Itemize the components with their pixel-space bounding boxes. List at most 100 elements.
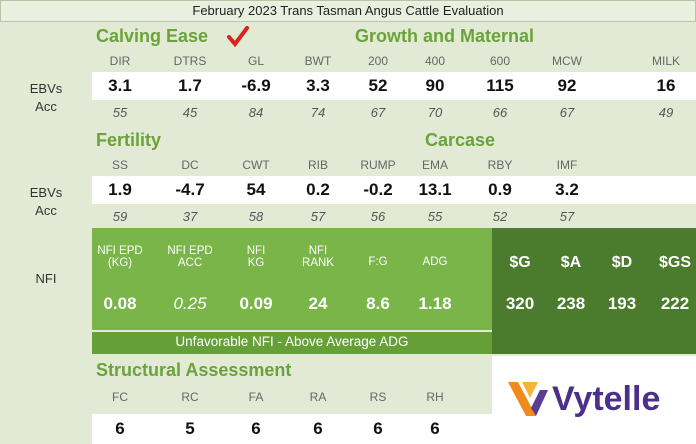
ebv-value: 0.2	[306, 180, 330, 199]
row-label: Acc	[35, 203, 57, 218]
row-label: NFI	[35, 271, 57, 286]
index-value: 193	[607, 294, 637, 313]
accuracy-value: 66	[492, 105, 508, 120]
structural-value: 6	[313, 419, 323, 438]
accuracy-value: 84	[248, 105, 264, 120]
nfi-value: 0.08	[103, 294, 137, 313]
nfi-value: 0.09	[239, 294, 273, 313]
logo-icon	[508, 382, 548, 416]
ebv-value: 3.3	[306, 76, 330, 95]
ebv-value: 3.2	[555, 180, 579, 199]
column-label: RA	[309, 390, 327, 404]
nfi-column-label: NFI RANK	[302, 245, 334, 270]
nfi-value: 24	[308, 294, 328, 313]
column-label: 200	[367, 54, 389, 68]
index-label: $A	[560, 254, 582, 271]
accuracy-value: 57	[310, 209, 326, 224]
value-row	[92, 72, 696, 100]
ebv-value: 54	[246, 180, 266, 199]
column-label: DTRS	[173, 54, 207, 68]
column-label: RH	[426, 390, 444, 404]
ebv-value: -0.2	[363, 180, 393, 199]
ebv-value: 1.9	[108, 180, 132, 199]
column-label: FA	[248, 390, 264, 404]
ebv-value: -6.9	[241, 76, 271, 95]
column-label: FC	[112, 390, 128, 404]
column-label: DC	[181, 158, 199, 172]
check-icon	[227, 26, 249, 48]
ebv-value: 16	[656, 76, 676, 95]
logo-text: Vytelle	[552, 380, 661, 418]
column-label: 400	[424, 54, 446, 68]
column-label: SS	[111, 158, 129, 172]
accuracy-value: 45	[182, 105, 198, 120]
structural-value: 6	[373, 419, 383, 438]
structural-value: 6	[251, 419, 261, 438]
ebv-value: 13.1	[418, 180, 452, 199]
accuracy-value: 55	[427, 209, 443, 224]
index-value: 320	[505, 294, 535, 313]
accuracy-value: 52	[492, 209, 508, 224]
column-label: RS	[369, 390, 387, 404]
row-label: EBVs	[29, 81, 63, 96]
section-heading: Fertility	[96, 130, 162, 150]
section-heading: Carcase	[425, 130, 496, 150]
column-label: RBY	[487, 158, 513, 172]
ebv-value: -4.7	[175, 180, 205, 199]
ebv-value: 90	[425, 76, 445, 95]
nfi-column-label: F:G	[368, 256, 388, 268]
section-heading: Growth and Maternal	[355, 26, 535, 46]
column-label: IMF	[556, 158, 578, 172]
column-label: GL	[247, 54, 265, 68]
accuracy-value: 70	[427, 105, 443, 120]
nfi-column-label: NFI EPD ACC	[167, 245, 213, 270]
section-heading: Structural Assessment	[96, 360, 292, 380]
index-label: $D	[611, 254, 633, 271]
index-block	[492, 228, 696, 354]
nfi-column-label: NFI EPD (KG)	[97, 245, 143, 270]
accuracy-value: 37	[182, 209, 198, 224]
nfi-column-label: NFI KG	[246, 245, 266, 270]
nfi-block	[92, 228, 492, 330]
accuracy-value: 55	[112, 105, 128, 120]
accuracy-value: 67	[559, 105, 575, 120]
value-row	[92, 414, 492, 444]
accuracy-value: 56	[370, 209, 386, 224]
ebv-value: 52	[368, 76, 388, 95]
column-label: 600	[489, 54, 511, 68]
column-label: EMA	[421, 158, 449, 172]
accuracy-value: 59	[112, 209, 128, 224]
ebv-value: 115	[486, 76, 514, 95]
accuracy-value: 49	[658, 105, 674, 120]
index-value: 238	[556, 294, 586, 313]
title: February 2023 Trans Tasman Angus Cattle …	[192, 3, 504, 18]
column-label: CWT	[242, 158, 270, 172]
nfi-value: 1.18	[418, 294, 452, 313]
accuracy-value: 57	[559, 209, 575, 224]
accuracy-value: 74	[310, 105, 326, 120]
column-label: DIR	[109, 54, 131, 68]
row-label: Acc	[35, 99, 57, 114]
nfi-column-label: ADG	[422, 256, 448, 268]
column-label: MILK	[651, 54, 681, 68]
ebv-value: 0.9	[488, 180, 512, 199]
index-value: 222	[660, 294, 690, 313]
index-label: $GS	[658, 254, 692, 271]
index-label: $G	[509, 254, 531, 271]
ebv-value: 92	[557, 76, 577, 95]
column-label: RC	[181, 390, 199, 404]
ebv-value: 3.1	[108, 76, 132, 95]
section-heading: Calving Ease	[96, 26, 209, 46]
structural-value: 6	[115, 419, 125, 438]
column-label: RUMP	[360, 158, 396, 172]
nfi-value: 8.6	[366, 294, 390, 313]
structural-value: 6	[430, 419, 440, 438]
ebv-value: 1.7	[178, 76, 202, 95]
note-bar	[92, 332, 492, 354]
structural-value: 5	[185, 419, 195, 438]
column-label: RIB	[307, 158, 329, 172]
nfi-value: 0.25	[173, 294, 207, 313]
value-row	[92, 176, 696, 204]
column-label: BWT	[304, 54, 332, 68]
